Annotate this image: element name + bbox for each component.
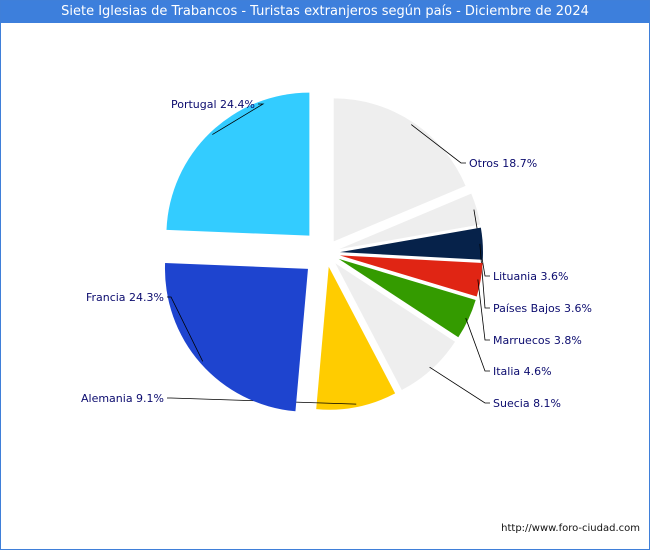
slice-label: Francia 24.3% xyxy=(86,291,164,304)
pie-slice-portugal xyxy=(166,92,310,236)
pie-slice-francia xyxy=(164,263,308,412)
slice-label: Lituania 3.6% xyxy=(493,270,568,283)
leader-line xyxy=(411,124,466,164)
pie-slice-italia xyxy=(338,258,476,338)
slice-label: Suecia 8.1% xyxy=(493,397,561,410)
pie-slice-marruecos xyxy=(339,255,483,297)
slice-label: Otros 18.7% xyxy=(469,157,537,170)
slice-label: Marruecos 3.8% xyxy=(493,334,582,347)
leader-line xyxy=(477,279,490,341)
pie-slice-otros xyxy=(333,98,466,242)
source-link[interactable]: http://www.foro-ciudad.com xyxy=(501,523,640,534)
chart-title: Siete Iglesias de Trabancos - Turistas e… xyxy=(1,1,649,23)
pie-slice-alemania xyxy=(316,266,396,410)
leader-line xyxy=(212,103,265,135)
slice-label: Portugal 24.4% xyxy=(171,98,255,111)
slice-label: Países Bajos 3.6% xyxy=(493,302,592,315)
slice-label: Italia 4.6% xyxy=(493,365,552,378)
pie-slice-suecia xyxy=(335,263,456,391)
leader-line xyxy=(465,317,490,372)
pie-slice-países-bajos xyxy=(339,227,483,260)
slice-label: Alemania 9.1% xyxy=(81,392,164,405)
leader-line xyxy=(167,296,204,362)
leader-line xyxy=(429,366,490,404)
pie-slice-lituania xyxy=(339,193,481,250)
